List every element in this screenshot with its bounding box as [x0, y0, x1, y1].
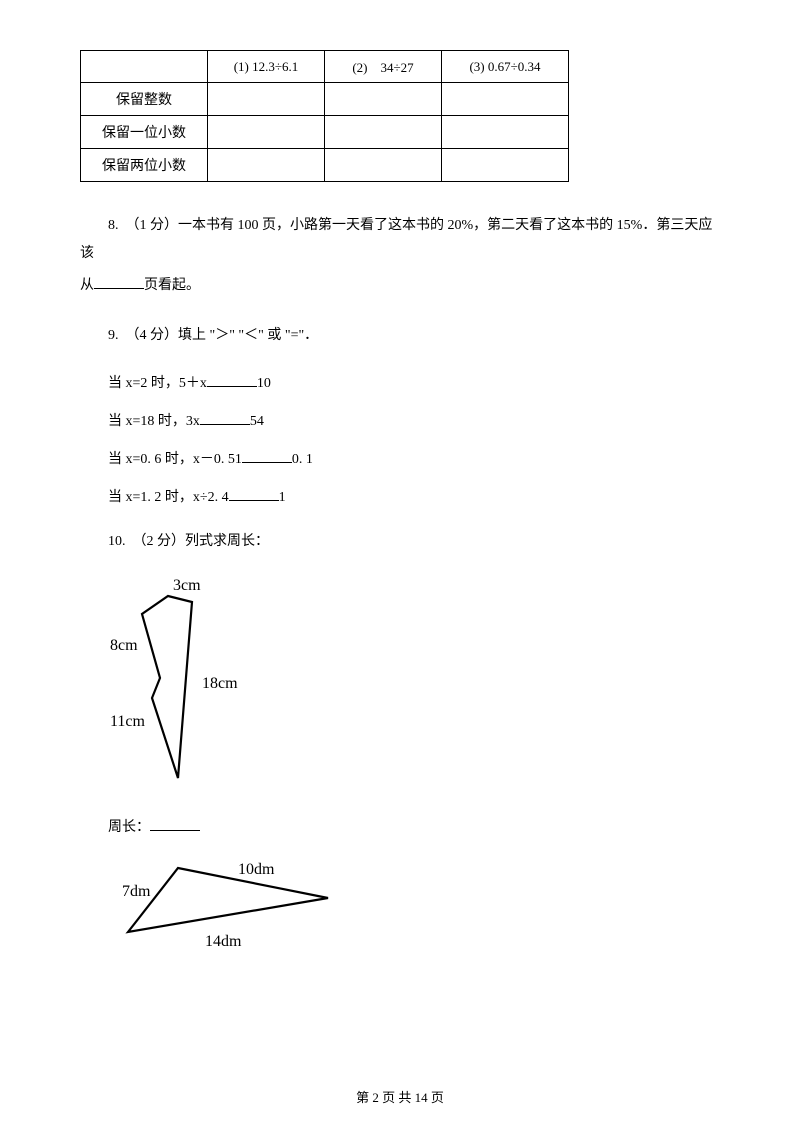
- table-row: 保留两位小数: [81, 149, 569, 182]
- q9-item-post: 54: [250, 414, 264, 429]
- cell: [325, 149, 442, 182]
- shape2-polygon: [128, 868, 328, 932]
- question-10: 10. （2 分）列式求周长：: [80, 528, 720, 556]
- q9-item-4: 当 x=1. 2 时，x÷2. 4 1: [80, 486, 720, 506]
- question-8-line2: 从 页看起。: [80, 272, 720, 300]
- q9-item-3: 当 x=0. 6 时，x－0. 51 0. 1: [80, 448, 720, 468]
- th-col1: (1) 12.3÷6.1: [208, 51, 325, 83]
- shape1-label-left-upper: 8cm: [110, 637, 138, 654]
- cell: [325, 116, 442, 149]
- q9-title: 9. （4 分）填上 "＞" "＜" 或 "="．: [108, 328, 318, 343]
- q9-item-pre: 当 x=0. 6 时，x－0. 51: [108, 452, 242, 467]
- shape2-svg: 7dm 10dm 14dm: [110, 854, 360, 954]
- fill-blank[interactable]: [207, 372, 257, 387]
- question-8: 8. （1 分）一本书有 100 页，小路第一天看了这本书的 20%，第二天看了…: [80, 212, 720, 268]
- cell: [208, 83, 325, 116]
- shape1-label-left-lower: 11cm: [110, 713, 146, 730]
- cell: [208, 116, 325, 149]
- fill-blank[interactable]: [200, 410, 250, 425]
- table-header-row: (1) 12.3÷6.1 (2) 34÷27 (3) 0.67÷0.34: [81, 51, 569, 83]
- page-footer: 第 2 页 共 14 页: [0, 1087, 800, 1106]
- cell: [325, 83, 442, 116]
- table-row: 保留一位小数: [81, 116, 569, 149]
- q9-item-pre: 当 x=1. 2 时，x÷2. 4: [108, 490, 229, 505]
- shape1-label-right: 18cm: [202, 675, 238, 692]
- fill-blank[interactable]: [229, 486, 279, 501]
- shape2-label-bottom: 14dm: [205, 933, 242, 950]
- shape2-label-topright: 10dm: [238, 861, 275, 878]
- fill-blank[interactable]: [150, 816, 200, 831]
- th-col3: (3) 0.67÷0.34: [442, 51, 569, 83]
- table-row: 保留整数: [81, 83, 569, 116]
- cell: [442, 149, 569, 182]
- perimeter-line: 周长：: [80, 816, 720, 836]
- q8-line2-post: 页看起。: [144, 278, 200, 293]
- division-table: (1) 12.3÷6.1 (2) 34÷27 (3) 0.67÷0.34 保留整…: [80, 50, 569, 182]
- shape1-polygon: [142, 596, 192, 778]
- th-blank: [81, 51, 208, 83]
- q9-item-2: 当 x=18 时，3x 54: [80, 410, 720, 430]
- cell: [442, 83, 569, 116]
- row-label-3: 保留两位小数: [81, 149, 208, 182]
- q9-item-pre: 当 x=18 时，3x: [108, 414, 200, 429]
- figure-shape-1: 3cm 8cm 18cm 11cm: [110, 578, 720, 798]
- shape1-svg: 3cm 8cm 18cm 11cm: [110, 578, 280, 793]
- shape2-label-left: 7dm: [122, 883, 151, 900]
- fill-blank[interactable]: [242, 448, 292, 463]
- perimeter-label: 周长：: [108, 820, 150, 835]
- cell: [208, 149, 325, 182]
- row-label-2: 保留一位小数: [81, 116, 208, 149]
- q9-item-pre: 当 x=2 时，5＋x: [108, 376, 207, 391]
- q9-item-post: 0. 1: [292, 452, 313, 467]
- page-number: 第 2 页 共 14 页: [356, 1090, 444, 1105]
- fill-blank[interactable]: [94, 274, 144, 289]
- question-9: 9. （4 分）填上 "＞" "＜" 或 "="．: [80, 322, 720, 350]
- q8-line2-pre: 从: [80, 278, 94, 293]
- q9-item-post: 10: [257, 376, 271, 391]
- q8-text-1: 8. （1 分）一本书有 100 页，小路第一天看了这本书的 20%，第二天看了…: [80, 218, 712, 261]
- q9-item-1: 当 x=2 时，5＋x 10: [80, 372, 720, 392]
- cell: [442, 116, 569, 149]
- q10-title: 10. （2 分）列式求周长：: [108, 534, 269, 549]
- figure-shape-2: 7dm 10dm 14dm: [110, 854, 720, 959]
- row-label-1: 保留整数: [81, 83, 208, 116]
- th-col2: (2) 34÷27: [325, 51, 442, 83]
- shape1-label-top: 3cm: [173, 578, 201, 594]
- q9-item-post: 1: [279, 490, 286, 505]
